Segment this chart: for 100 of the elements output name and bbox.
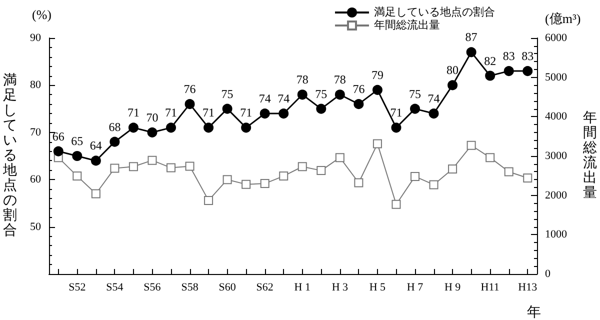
point (128, 122, 138, 133)
point (372, 139, 382, 148)
point (148, 156, 157, 165)
data-label: 76 (352, 82, 365, 96)
point (204, 196, 214, 205)
data-label: 71 (202, 106, 215, 120)
point (392, 200, 401, 209)
point (334, 90, 345, 100)
y-tick-label: 70 (30, 126, 42, 138)
point (72, 151, 82, 161)
point (523, 174, 532, 183)
x-tick-label: H 5 (369, 282, 386, 294)
point (128, 162, 138, 172)
point (391, 122, 402, 133)
text: (%) (32, 7, 52, 22)
data-label: 74 (428, 92, 440, 106)
point (410, 172, 420, 181)
point (110, 164, 120, 173)
point (522, 66, 533, 76)
point (486, 153, 495, 162)
data-label: 80 (446, 63, 459, 78)
point (298, 162, 307, 172)
x-tick-label: H11 (480, 282, 500, 294)
point (428, 108, 439, 119)
data-label: 87 (465, 30, 478, 44)
x-tick-label: S52 (68, 282, 86, 294)
point (278, 108, 289, 119)
x-tick-label: H 9 (444, 282, 462, 294)
y2-tick-label: 2000 (545, 189, 568, 202)
point (90, 156, 101, 166)
point (204, 122, 214, 133)
y2-tick-label: 5000 (545, 71, 568, 84)
data-label: 71 (240, 106, 252, 120)
point (316, 104, 326, 114)
legend-label: 満足している地点の割合 (374, 6, 495, 18)
point (184, 99, 195, 110)
y2-tick-label: 4000 (545, 110, 568, 123)
point (466, 140, 476, 150)
x-tick-label: H 1 (294, 282, 310, 294)
point (53, 146, 64, 156)
x-axis-title: 年 (527, 304, 541, 320)
point (354, 99, 364, 110)
data-label: 75 (409, 86, 421, 101)
data-label: 71 (390, 106, 402, 120)
data-label: 75 (315, 86, 328, 101)
x-tick-label: S56 (144, 282, 162, 294)
data-label: 74 (278, 92, 290, 106)
point (372, 84, 382, 95)
point (222, 104, 232, 114)
point (185, 162, 194, 171)
y-tick-label: 60 (30, 174, 42, 186)
point (241, 122, 252, 133)
point (354, 178, 364, 188)
text: 満足している地点の割合 (3, 74, 17, 238)
point (429, 180, 438, 190)
point (335, 153, 344, 162)
point (147, 127, 158, 138)
point (260, 179, 270, 188)
data-label: 78 (296, 72, 308, 87)
data-label: 76 (184, 82, 196, 96)
point (242, 180, 251, 189)
point (466, 47, 476, 58)
point (166, 122, 176, 133)
data-label: 83 (502, 49, 515, 64)
data-label: 68 (108, 120, 121, 134)
point (504, 167, 514, 176)
data-label: 74 (258, 92, 271, 106)
y2-tick-label: 6000 (545, 32, 568, 44)
data-label: 82 (484, 54, 496, 68)
point (222, 175, 232, 184)
y-tick-label: 50 (30, 220, 42, 233)
point (166, 163, 176, 172)
x-tick-label: S60 (218, 282, 236, 294)
point (260, 108, 270, 119)
point (410, 104, 420, 114)
data-label: 71 (165, 106, 177, 120)
x-tick-label: S62 (256, 282, 274, 294)
point (504, 66, 514, 76)
data-label: 83 (522, 49, 534, 64)
point (110, 136, 120, 147)
point (448, 164, 458, 174)
y2-axis-title: 年間総流出量 (582, 110, 597, 201)
y-tick-label: 90 (30, 32, 42, 44)
legend-label: 年間総流出量 (374, 18, 440, 32)
x-tick-label: H 7 (406, 282, 424, 294)
data-label: 70 (146, 110, 158, 124)
point (297, 90, 308, 100)
data-label: 79 (371, 68, 384, 82)
y2-tick-label: 1000 (545, 228, 568, 241)
data-label: 75 (221, 86, 234, 101)
data-label: 78 (334, 72, 346, 87)
point (72, 172, 82, 181)
point (316, 166, 326, 176)
y2-tick-label: 3000 (545, 150, 568, 162)
data-label: 71 (127, 106, 140, 120)
x-tick-label: S54 (106, 282, 124, 294)
y2-tick-label: 0 (545, 268, 551, 280)
text: (億m³) (545, 11, 581, 26)
data-label: 65 (71, 134, 84, 148)
x-tick-label: S58 (181, 282, 199, 294)
